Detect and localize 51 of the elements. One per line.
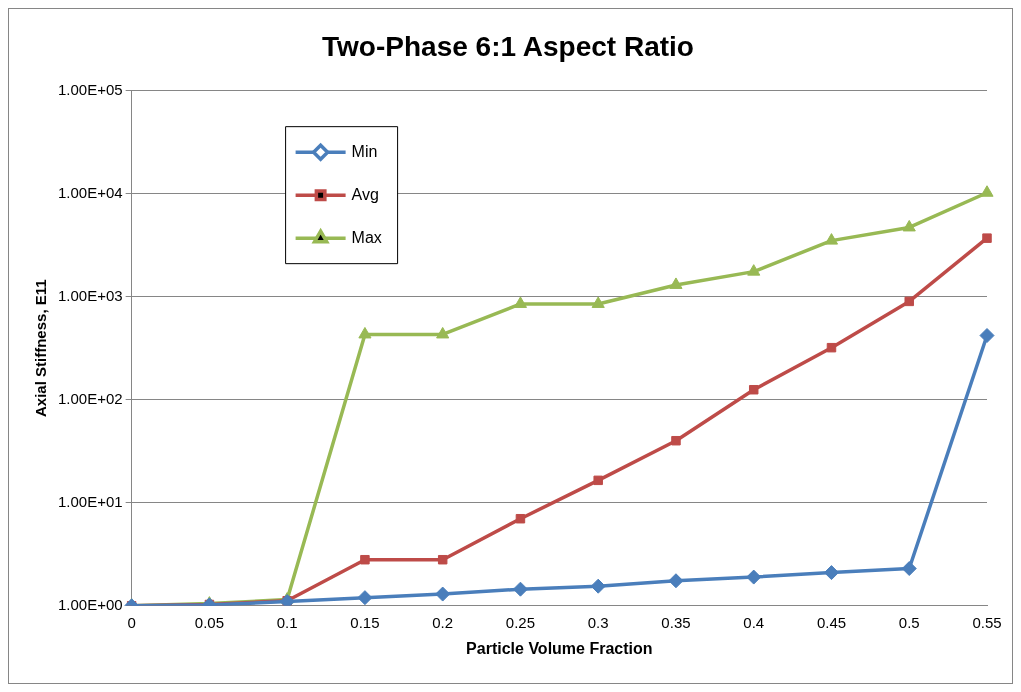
x-tick-label: 0.2 xyxy=(432,613,454,631)
x-tick-label: 0.3 xyxy=(587,613,609,631)
point xyxy=(358,326,372,339)
x-tick-label: 0.45 xyxy=(816,613,847,631)
legend-label: Max xyxy=(351,228,382,246)
point xyxy=(824,233,839,245)
point xyxy=(360,554,370,565)
x-tick-label: 0.5 xyxy=(898,613,920,631)
point xyxy=(901,561,917,577)
x-tick-label: 0.05 xyxy=(194,613,224,631)
x-tick-label: 0 xyxy=(127,613,136,631)
y-tick-label: 1.00E+03 xyxy=(57,286,123,304)
y-axis-title: Axial Stiffness, E11 xyxy=(32,279,50,417)
point xyxy=(593,475,603,486)
point xyxy=(747,264,761,276)
point xyxy=(668,573,684,589)
point xyxy=(980,185,994,197)
point xyxy=(513,296,527,308)
x-tick-label: 0.15 xyxy=(350,613,380,631)
y-tick-label: 1.00E+02 xyxy=(57,389,123,407)
legend-label: Avg xyxy=(351,185,379,203)
point xyxy=(436,326,450,339)
point xyxy=(435,586,451,602)
point xyxy=(979,328,995,343)
point xyxy=(826,342,837,353)
x-tick-label: 0.1 xyxy=(276,613,298,631)
x-tick-label: 0.4 xyxy=(743,613,765,631)
legend-label: Min xyxy=(351,142,378,160)
y-tick-label: 1.00E+01 xyxy=(57,492,123,510)
point xyxy=(515,513,526,524)
point xyxy=(748,384,759,395)
point xyxy=(591,296,605,308)
x-tick-label: 0.25 xyxy=(505,613,536,631)
point xyxy=(669,277,683,289)
x-axis-title: Particle Volume Fraction xyxy=(466,639,653,657)
point xyxy=(902,219,916,232)
point xyxy=(823,565,839,581)
point xyxy=(671,435,681,446)
x-tick-label: 0.55 xyxy=(972,613,1002,631)
point xyxy=(982,233,992,243)
point xyxy=(590,578,606,594)
y-tick-label: 1.00E+05 xyxy=(57,80,123,98)
point xyxy=(512,581,528,597)
chart-title: Two-Phase 6:1 Aspect Ratio xyxy=(322,30,694,62)
point xyxy=(746,569,762,585)
y-tick-label: 1.00E+00 xyxy=(57,595,123,613)
x-tick-label: 0.35 xyxy=(661,613,691,631)
y-tick-label: 1.00E+04 xyxy=(57,183,123,201)
point xyxy=(904,296,914,307)
point xyxy=(437,554,448,565)
point xyxy=(357,590,373,606)
